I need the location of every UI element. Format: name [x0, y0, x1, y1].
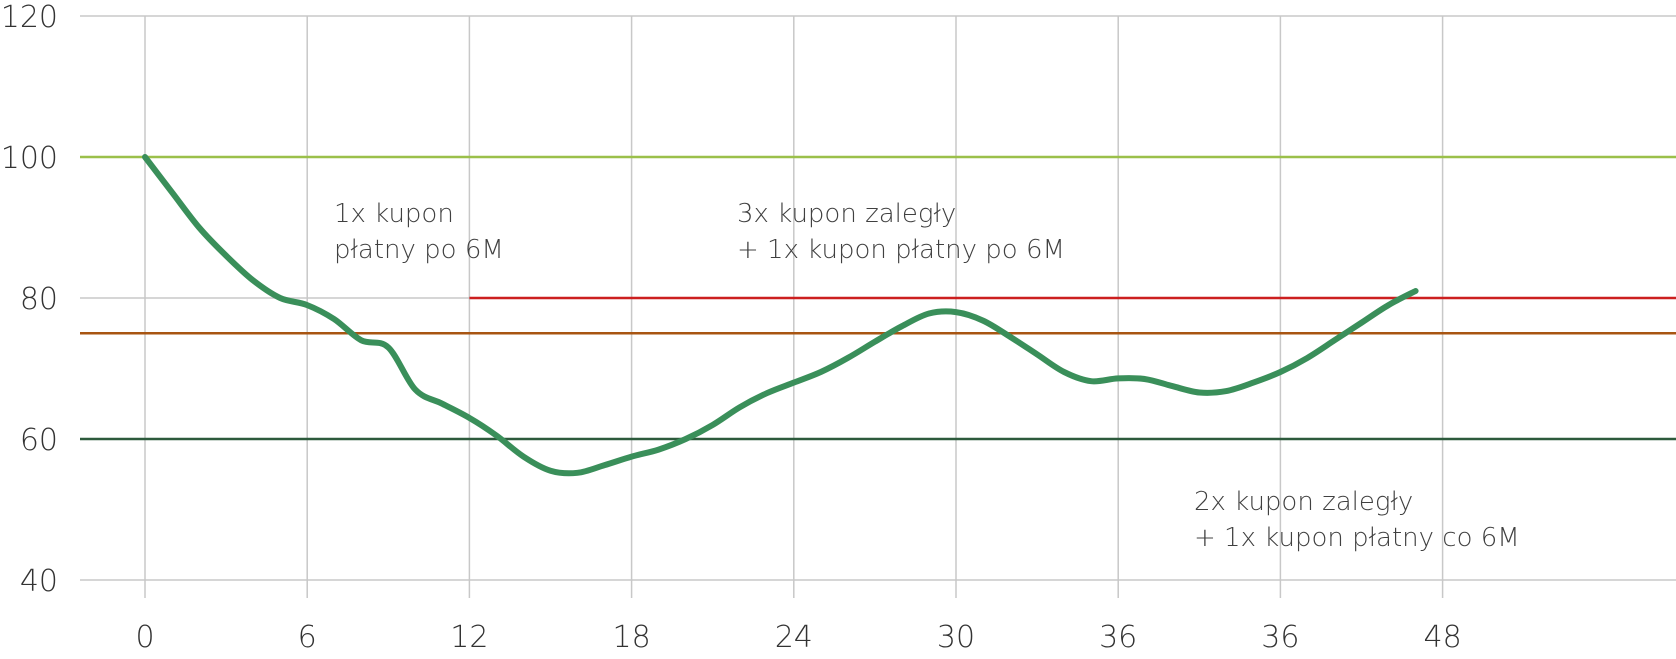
y-tick-label: 120 — [1, 0, 58, 35]
series — [142, 154, 1419, 477]
x-tick-label: 48 — [1424, 620, 1462, 655]
x-tick-label: 0 — [135, 620, 154, 655]
x-tick-label: 18 — [613, 620, 651, 655]
y-tick-label: 100 — [1, 141, 58, 176]
x-tick-label: 30 — [937, 620, 975, 655]
tick-labels: 40 60 80 100 120 0 6 12 18 24 30 36 36 48 — [1, 0, 1462, 655]
annotation: 3x kupon zaległy + 1x kupon płatny po 6M — [737, 199, 1065, 265]
reference-lines — [80, 155, 1676, 441]
x-tick-label: 12 — [450, 620, 488, 655]
x-tick-label: 36 — [1099, 620, 1137, 655]
y-tick-label: 60 — [20, 423, 58, 458]
y-tick-label: 80 — [20, 282, 58, 317]
series-line — [142, 154, 1419, 477]
x-tick-label: 24 — [775, 620, 813, 655]
annotation: 1x kupon płatny po 6M — [334, 199, 504, 265]
grid — [80, 15, 1676, 598]
x-tick-label: 36 — [1261, 620, 1299, 655]
x-tick-label: 6 — [298, 620, 317, 655]
annotations: 1x kupon płatny po 6M 3x kupon zaległy + 1x… — [334, 199, 1520, 553]
y-tick-label: 40 — [20, 564, 58, 599]
annotation: 2x kupon zaległy + 1x kupon płatny co 6M — [1194, 487, 1520, 553]
